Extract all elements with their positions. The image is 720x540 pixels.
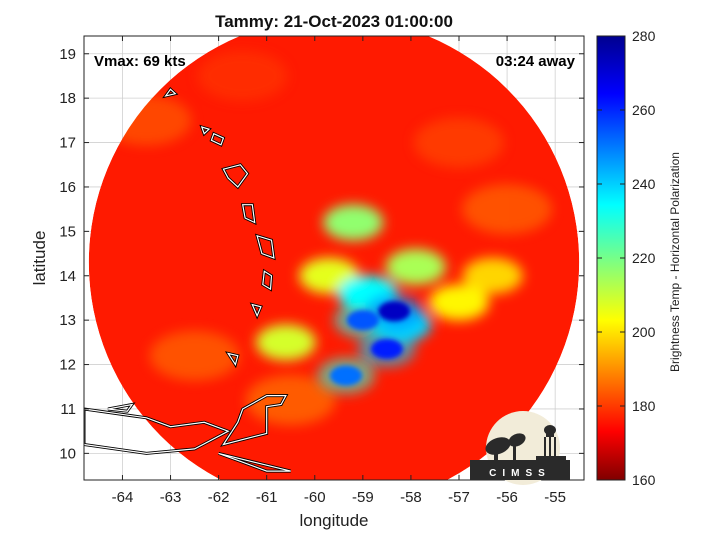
time-away-annotation: 03:24 away xyxy=(495,53,575,70)
logo-text: CIMSS xyxy=(489,468,551,479)
axes-frame xyxy=(83,35,585,481)
feature-rainband xyxy=(330,365,363,386)
x-tick-label: -56 xyxy=(496,489,518,506)
y-tick-label: 18 xyxy=(59,90,76,107)
coastline xyxy=(200,126,211,135)
x-tick-label: -57 xyxy=(448,489,470,506)
y-tick-label: 17 xyxy=(59,135,76,152)
texture-patch xyxy=(149,330,240,381)
y-tick-label: 13 xyxy=(59,312,76,329)
colorbar-tick-label: 200 xyxy=(632,324,656,340)
colorbar-tick-label: 180 xyxy=(632,398,656,414)
x-tick-label: -59 xyxy=(352,489,374,506)
coastline xyxy=(251,303,262,318)
colorbar-tick-label: 160 xyxy=(632,472,656,488)
y-tick-label: 12 xyxy=(59,357,76,374)
y-axis-label: latitude xyxy=(30,230,49,286)
feature-outer-band xyxy=(385,248,446,285)
coastline xyxy=(107,403,134,412)
coastline xyxy=(218,452,291,472)
y-tick-label: 10 xyxy=(59,445,76,462)
convection-core xyxy=(330,301,411,386)
colorbar-tick-label: 280 xyxy=(632,28,656,44)
x-tick-label: -63 xyxy=(160,489,182,506)
coastline xyxy=(256,234,275,259)
feature-eyewall-max xyxy=(378,301,411,322)
colorbar-tick-label: 260 xyxy=(632,102,656,118)
feature-outer-band xyxy=(429,284,489,321)
coastline xyxy=(226,352,239,367)
x-tick-label: -64 xyxy=(112,489,134,506)
cimss-logo: CIMSS xyxy=(470,411,570,485)
colorbar-tick-label: 240 xyxy=(632,176,656,192)
y-tick-label: 14 xyxy=(59,268,76,285)
texture-patch xyxy=(197,50,288,101)
colorbar-tick-label: 220 xyxy=(632,250,656,266)
colorbar-label: Brightness Temp - Horizontal Polarizatio… xyxy=(668,152,682,372)
x-tick-label: -62 xyxy=(208,489,230,506)
chart-title: Tammy: 21-Oct-2023 01:00:00 xyxy=(215,12,453,31)
coastline xyxy=(241,204,256,224)
y-tick-label: 16 xyxy=(59,179,76,196)
vmax-annotation: Vmax: 69 kts xyxy=(94,53,186,70)
coastline xyxy=(222,395,287,446)
feature-outer-band xyxy=(323,204,384,241)
texture-patch xyxy=(414,117,504,168)
x-axis: -64 -63 -62 -61 -60 -59 -58 -57 -56 -55 xyxy=(112,36,566,506)
x-axis-label: longitude xyxy=(299,511,369,530)
feature-rainband xyxy=(370,339,403,360)
feature-outer-band xyxy=(255,324,316,361)
y-tick-label: 11 xyxy=(60,401,76,418)
feature-outer-band xyxy=(462,257,523,294)
x-tick-label: -61 xyxy=(256,489,278,506)
swath-texture xyxy=(101,50,553,426)
coastline xyxy=(164,88,177,97)
colorbar-ticks: 160 180 200 220 240 260 280 xyxy=(597,28,656,488)
coastline xyxy=(262,270,273,291)
coastline xyxy=(84,408,230,455)
coastlines xyxy=(84,87,292,473)
texture-patch xyxy=(462,184,553,235)
feature-rainband xyxy=(346,310,379,331)
coastline xyxy=(210,132,225,146)
texture-patch xyxy=(245,375,336,426)
y-axis: 10 11 12 13 14 15 16 17 18 19 xyxy=(59,46,584,462)
y-tick-label: 19 xyxy=(59,46,76,63)
x-tick-label: -60 xyxy=(304,489,326,506)
y-tick-label: 15 xyxy=(59,223,76,240)
coastline xyxy=(222,164,249,188)
x-tick-label: -58 xyxy=(400,489,422,506)
x-tick-label: -55 xyxy=(544,489,566,506)
